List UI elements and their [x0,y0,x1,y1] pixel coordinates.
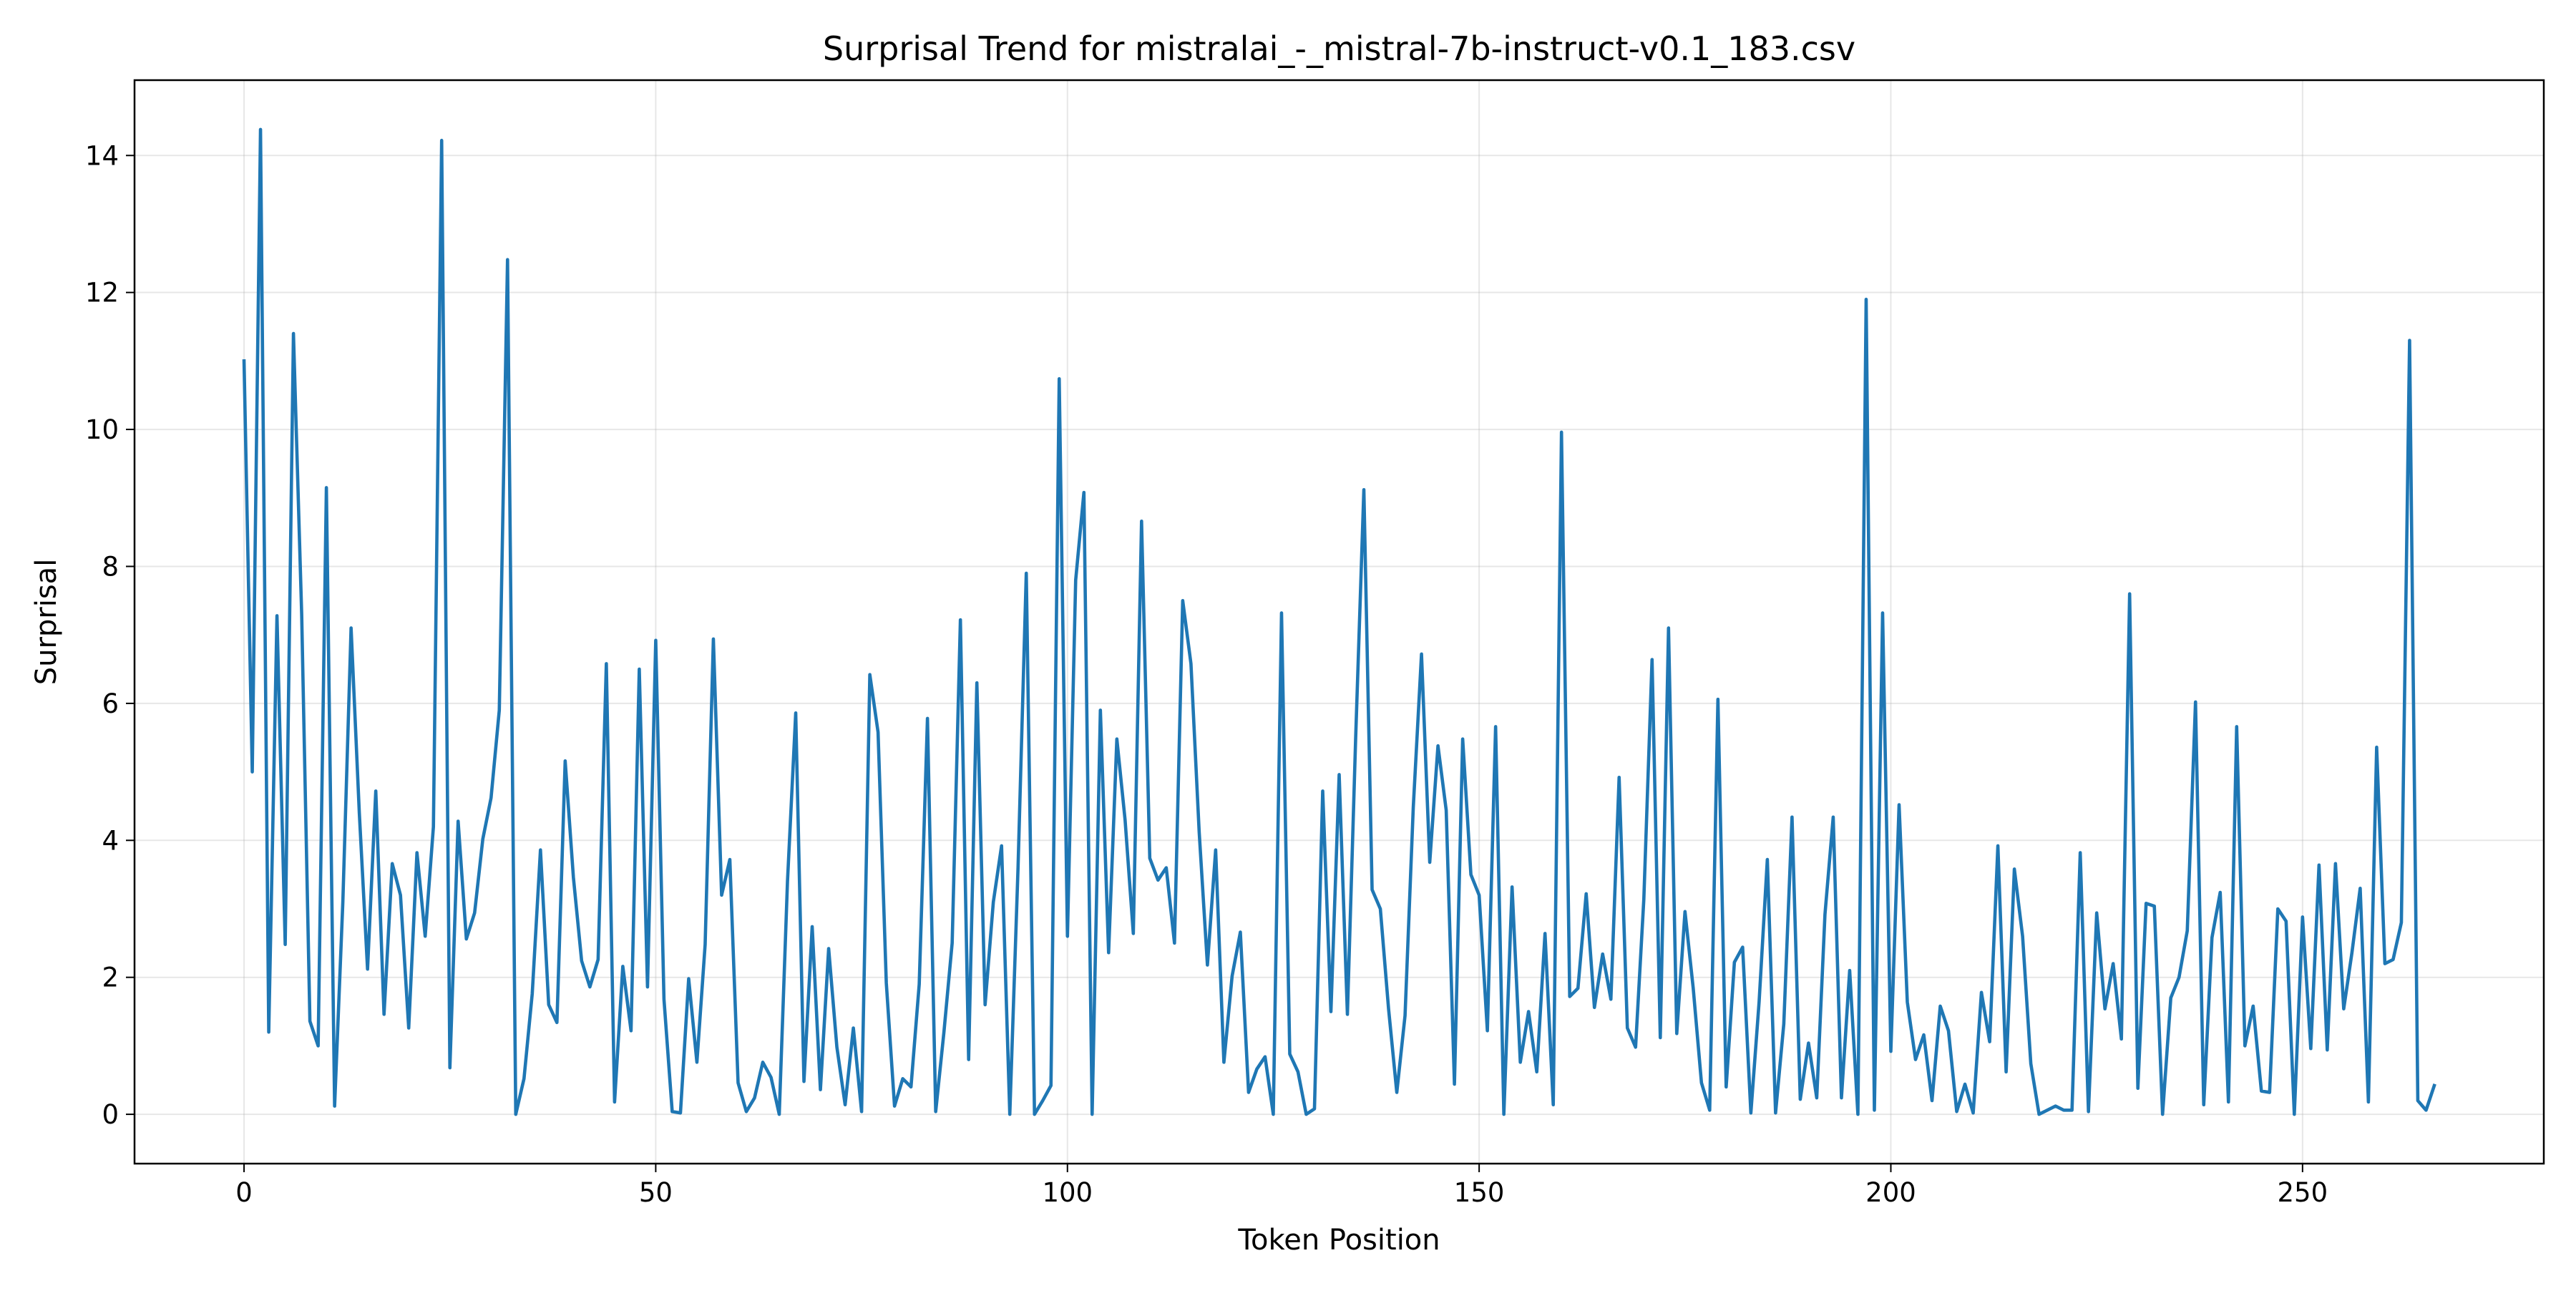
y-axis-label: Surprisal [30,559,63,686]
y-tick-label: 12 [85,278,119,308]
y-tick-label: 8 [102,551,119,582]
x-axis-label: Token Position [1237,1224,1440,1257]
plot-frame [133,79,2545,1165]
grid [135,80,2544,1164]
x-tick-label: 200 [1865,1177,1916,1208]
ticks: 0 50 100 150 200 250 0 2 4 6 8 10 12 14 [85,140,2328,1208]
y-tick-label: 14 [85,140,119,171]
y-tick-label: 4 [102,825,119,856]
series-layer [242,127,2436,1116]
y-tick-label: 6 [102,688,119,719]
x-tick-label: 0 [235,1177,253,1208]
y-tick-label: 10 [85,414,119,445]
y-tick-label: 0 [102,1099,119,1130]
x-tick-label: 250 [2278,1177,2328,1208]
y-tick-label: 2 [102,963,119,993]
x-tick-label: 150 [1454,1177,1505,1208]
chart-title: Surprisal Trend for mistralai_-_mistral-… [823,29,1855,68]
x-tick-label: 100 [1042,1177,1093,1208]
surprisal-series-line [242,127,2436,1116]
x-tick-label: 50 [639,1177,673,1208]
